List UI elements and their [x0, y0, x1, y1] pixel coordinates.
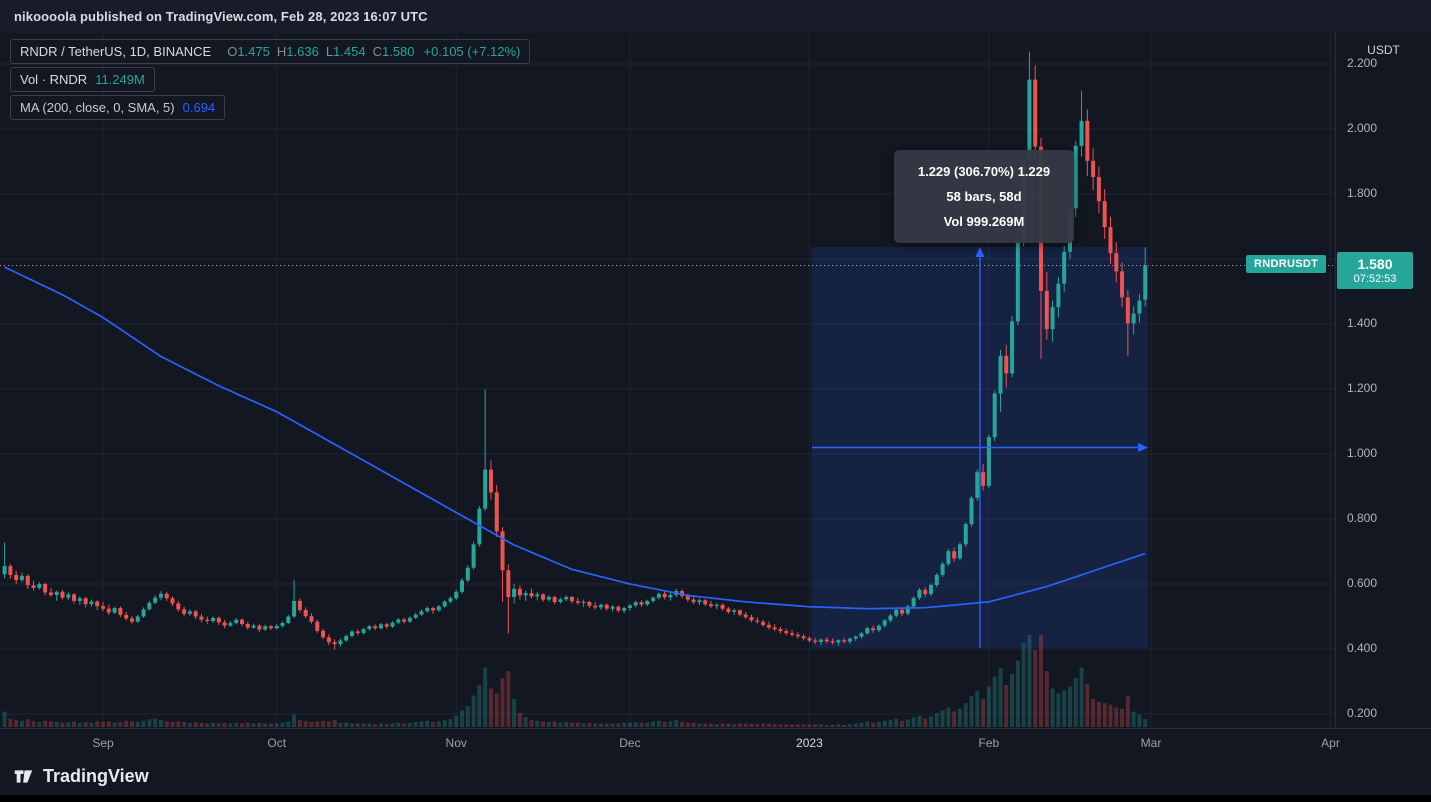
measure-arrows: [811, 246, 1149, 649]
time-axis-label: Apr: [1321, 736, 1340, 750]
price-tick-label: 0.600: [1347, 576, 1378, 590]
chart-canvas[interactable]: [0, 33, 1335, 728]
time-axis-label: Dec: [619, 736, 641, 750]
change-value: +0.105 (+7.12%): [423, 44, 521, 59]
time-axis-label: 2023: [796, 736, 823, 750]
measure-tooltip: 1.229 (306.70%) 1.229 58 bars, 58d Vol 9…: [894, 150, 1074, 243]
high-label: H: [276, 44, 287, 59]
measure-bar-count: 58 bars, 58d: [946, 189, 1022, 204]
price-tick-label: 2.200: [1347, 56, 1378, 70]
time-axis-label: Nov: [445, 736, 467, 750]
time-axis-label: Oct: [267, 736, 287, 750]
tradingview-logo-icon[interactable]: [13, 766, 34, 787]
bottom-black-strip: [0, 795, 1431, 802]
candlesticks: [2, 51, 1148, 650]
bar-countdown: 07:52:53: [1353, 273, 1397, 285]
volume-value: 11.249M: [95, 72, 145, 87]
ma-200-line: [4, 266, 1146, 610]
price-tick-label: 0.200: [1347, 706, 1378, 720]
footer-bar: TradingView: [0, 758, 1431, 795]
last-price-tag: 1.580 07:52:53: [1337, 252, 1413, 289]
high-value: 1.636: [286, 44, 319, 59]
price-axis[interactable]: USDT 2.2002.0001.8001.6001.4001.2001.000…: [1335, 33, 1431, 728]
brand-name[interactable]: TradingView: [43, 766, 149, 786]
time-axis-label: Mar: [1140, 736, 1162, 750]
ma-label: MA (200, close, 0, SMA, 5): [20, 100, 175, 115]
legend-symbol-row[interactable]: RNDR / TetherUS, 1D, BINANCE O 1.475 H 1…: [10, 39, 531, 64]
time-axis[interactable]: Sep Oct Nov Dec 2023 Feb Mar Apr: [0, 728, 1431, 758]
publish-info: nikoooola published on TradingView.com, …: [14, 9, 428, 24]
time-axis-label: Feb: [978, 736, 1000, 750]
price-tick-label: 1.800: [1347, 186, 1378, 200]
open-label: O: [227, 44, 238, 59]
close-value: 1.580: [381, 44, 415, 59]
grid-lines: [0, 33, 1335, 728]
measure-volume: Vol 999.269M: [943, 214, 1025, 229]
low-value: 1.454: [333, 44, 366, 59]
price-tick-label: 2.000: [1347, 121, 1378, 135]
price-tick-label: 1.400: [1347, 316, 1378, 330]
ma-value: 0.694: [182, 100, 216, 115]
low-label: L: [325, 44, 334, 59]
last-price-value: 1.580: [1357, 256, 1393, 272]
price-tick-label: 0.800: [1347, 511, 1378, 525]
legend-ma-row[interactable]: MA (200, close, 0, SMA, 5) 0.694: [10, 95, 226, 120]
open-value: 1.475: [237, 44, 270, 59]
symbol-title: RNDR / TetherUS, 1D, BINANCE: [20, 44, 212, 59]
publish-bar: nikoooola published on TradingView.com, …: [0, 0, 1431, 33]
legend-volume-row[interactable]: Vol · RNDR 11.249M: [10, 67, 155, 92]
price-tick-label: 1.000: [1347, 446, 1378, 460]
measure-price-change: 1.229 (306.70%) 1.229: [917, 164, 1051, 179]
volume-label: Vol · RNDR: [20, 72, 88, 87]
axis-currency-label: USDT: [1367, 43, 1400, 57]
symbol-price-badge: RNDRUSDT: [1246, 255, 1327, 273]
time-axis-label: Sep: [92, 736, 114, 750]
price-tick-label: 1.200: [1347, 381, 1378, 395]
volume-bars: [2, 635, 1148, 727]
price-tick-label: 0.400: [1347, 641, 1378, 655]
close-label: C: [372, 44, 382, 59]
chart-legend: RNDR / TetherUS, 1D, BINANCE O 1.475 H 1…: [10, 39, 531, 120]
